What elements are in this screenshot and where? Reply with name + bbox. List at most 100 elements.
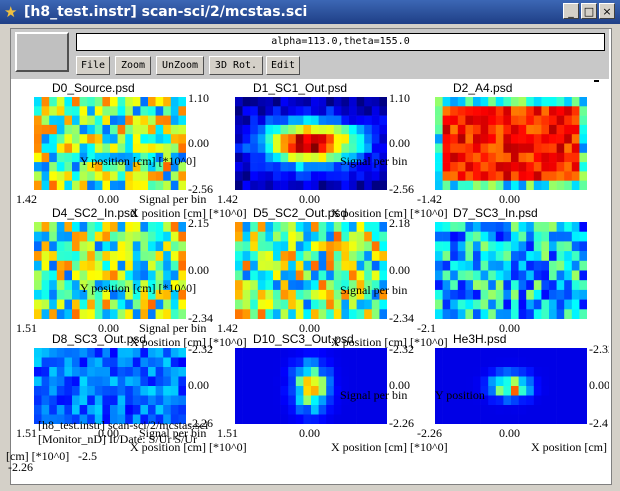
heatmap-cell xyxy=(333,152,342,163)
heatmap-cell xyxy=(450,270,459,281)
heatmap-cell xyxy=(457,231,466,242)
heatmap-cell xyxy=(533,299,542,310)
heatmap-cell xyxy=(41,241,50,252)
heatmap-cell xyxy=(349,241,357,252)
3d-rotate-button[interactable]: 3D Rot. xyxy=(209,56,263,75)
heatmap-cell xyxy=(526,115,535,126)
heatmap-cell xyxy=(178,395,186,406)
heatmap-cell xyxy=(235,124,243,135)
heatmap-cell xyxy=(102,162,111,172)
heatmap-cell xyxy=(56,270,65,281)
heatmap-1[interactable] xyxy=(34,97,186,190)
heatmap-cell xyxy=(341,231,350,242)
heatmap-cell xyxy=(379,152,387,163)
heatmap-cell xyxy=(333,143,342,154)
heatmap-cell xyxy=(541,405,550,415)
heatmap-6[interactable] xyxy=(435,222,587,319)
heatmap-cell xyxy=(442,367,451,377)
heatmap-cell xyxy=(132,115,141,126)
heatmap-cell xyxy=(140,106,149,116)
heatmap-cell xyxy=(564,134,573,144)
heatmap-cell xyxy=(533,367,542,377)
heatmap-cell xyxy=(488,152,497,163)
heatmap-cell xyxy=(155,367,164,377)
heatmap-cell xyxy=(356,260,365,271)
heatmap-cell xyxy=(488,143,497,154)
heatmap-cell xyxy=(442,134,451,144)
parameter-field[interactable]: alpha=113.0,theta=155.0 xyxy=(76,33,605,51)
heatmap-4[interactable] xyxy=(34,222,186,319)
heatmap-cell xyxy=(480,395,489,406)
heatmap-cell xyxy=(148,395,156,406)
heatmap-cell xyxy=(273,395,281,406)
heatmap-cell xyxy=(140,405,149,415)
heatmap-cell xyxy=(465,152,474,163)
heatmap-cell xyxy=(110,97,118,107)
heatmap-cell xyxy=(495,162,504,172)
heatmap-cell xyxy=(318,348,327,358)
heatmap-cell xyxy=(533,143,542,154)
close-button[interactable]: × xyxy=(599,3,615,19)
heatmap-cell xyxy=(79,231,88,242)
heatmap-cell xyxy=(34,97,42,107)
heatmap-3[interactable] xyxy=(435,97,587,190)
unzoom-button[interactable]: UnZoom xyxy=(156,56,204,75)
x-tick-mid: 0.00 xyxy=(499,192,520,206)
heatmap-cell xyxy=(303,222,312,232)
heatmap-7[interactable] xyxy=(34,348,186,424)
heatmap-cell xyxy=(465,222,474,232)
heatmap-cell xyxy=(457,97,466,107)
heatmap-cell xyxy=(435,348,443,358)
heatmap-cell xyxy=(564,414,573,424)
heatmap-cell xyxy=(541,241,550,252)
y-tick-bottom: -2.56 xyxy=(389,182,414,196)
heatmap-cell xyxy=(132,414,141,424)
heatmap-cell xyxy=(356,376,365,387)
heatmap-cell xyxy=(311,180,319,190)
heatmap-cell xyxy=(579,309,587,319)
heatmap-cell xyxy=(518,241,527,252)
panel-title: D4_SC2_In.psd xyxy=(52,206,137,220)
heatmap-cell xyxy=(526,376,535,387)
maximize-button[interactable]: □ xyxy=(581,3,597,19)
heatmap-cell xyxy=(435,143,443,154)
heatmap-cell xyxy=(533,348,542,358)
heatmap-cell xyxy=(64,134,73,144)
file-button[interactable]: File xyxy=(76,56,110,75)
x-tick-left: -1.42 xyxy=(417,192,442,206)
heatmap-cell xyxy=(170,251,179,262)
heatmap-cell xyxy=(457,152,466,163)
heatmap-cell xyxy=(110,180,118,190)
heatmap-5[interactable] xyxy=(235,222,387,319)
heatmap-cell xyxy=(34,309,42,319)
heatmap-cell xyxy=(72,386,80,396)
edit-button[interactable]: Edit xyxy=(266,56,300,75)
heatmap-cell xyxy=(465,124,474,135)
heatmap-cell xyxy=(132,241,141,252)
heatmap-9[interactable] xyxy=(435,348,587,424)
heatmap-cell xyxy=(303,395,312,406)
heatmap-cell xyxy=(49,270,58,281)
heatmap-cell xyxy=(533,222,542,232)
heatmap-cell xyxy=(356,134,365,144)
heatmap-cell xyxy=(311,124,319,135)
heatmap-cell xyxy=(49,367,58,377)
minimize-button[interactable]: _ xyxy=(563,3,579,19)
title-bar[interactable]: ★ [h8_test.instr] scan-sci/2/mcstas.sci … xyxy=(0,0,620,24)
heatmap-cell xyxy=(333,97,342,107)
heatmap-cell xyxy=(178,405,186,415)
heatmap-8[interactable] xyxy=(235,348,387,424)
status-units: [cm] [*10^0] xyxy=(6,449,70,463)
zoom-button[interactable]: Zoom xyxy=(115,56,151,75)
heatmap-cell xyxy=(364,405,373,415)
heatmap-cell xyxy=(488,115,497,126)
heatmap-cell xyxy=(488,289,497,300)
heatmap-2[interactable] xyxy=(235,97,387,190)
heatmap-cell xyxy=(503,162,512,172)
heatmap-cell xyxy=(235,260,243,271)
heatmap-cell xyxy=(371,309,380,319)
plot-canvas[interactable]: D0_Source.psd 1.10 0.00 -2.56 1.42 0.00 Y posi… xyxy=(11,80,609,482)
heatmap-cell xyxy=(533,414,542,424)
heatmap-cell xyxy=(450,414,459,424)
